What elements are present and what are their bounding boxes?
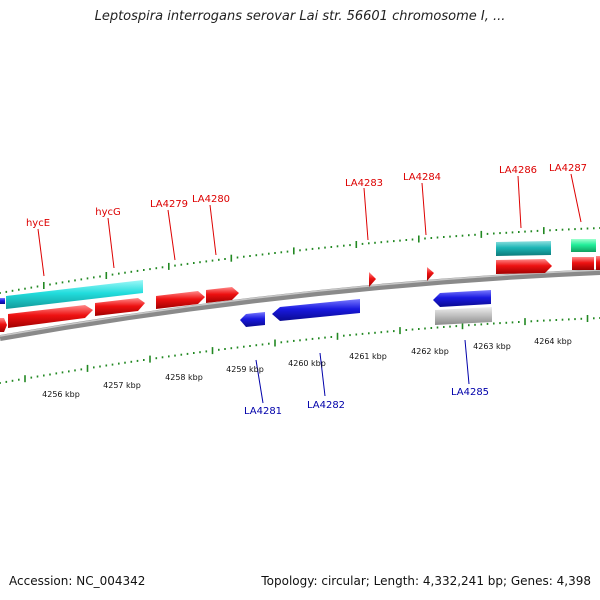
chromosome-backbone — [0, 269, 600, 341]
scale-label: 4261 kbp — [349, 352, 387, 361]
feature-LA4285-cds[interactable] — [433, 290, 491, 307]
scale-label: 4263 kbp — [473, 342, 511, 351]
gene-label-hycE[interactable]: hycE — [26, 218, 50, 229]
feature-LA4285-other[interactable] — [435, 307, 492, 325]
accession-text: Accession: NC_004342 — [9, 574, 146, 588]
feature-left-blue-fragment[interactable] — [0, 298, 5, 304]
feature-left-red-fragment[interactable] — [0, 318, 7, 332]
forward-features — [0, 239, 600, 332]
gene-label-hycG[interactable]: hycG — [95, 207, 121, 218]
gene-label-LA4282[interactable]: LA4282 — [307, 400, 345, 411]
feature-LA4286-cds[interactable] — [496, 259, 552, 274]
reverse-leader-lines — [255, 339, 470, 404]
feature-LA4280-cds[interactable] — [206, 287, 239, 303]
scale-label: 4258 kbp — [165, 373, 203, 382]
gene-label-LA4280[interactable]: LA4280 — [192, 194, 230, 205]
feature-hycE-rna[interactable] — [6, 280, 143, 309]
forward-leader-lines — [37, 173, 582, 277]
feature-LA4282-cds[interactable] — [272, 299, 360, 321]
gene-label-LA4287[interactable]: LA4287 — [549, 163, 587, 174]
gene-label-LA4283[interactable]: LA4283 — [345, 178, 383, 189]
scale-labels: 4256 kbp 4257 kbp 4258 kbp 4259 kbp 4260… — [42, 337, 572, 399]
forward-gene-labels: hycE hycG LA4279 LA4280 LA4283 LA4284 LA… — [26, 163, 587, 229]
feature-right-red-fragment[interactable] — [596, 256, 600, 270]
map-title: Leptospira interrogans serovar Lai str. … — [94, 9, 506, 24]
reverse-features — [240, 290, 492, 327]
gene-label-LA4279[interactable]: LA4279 — [150, 199, 188, 210]
feature-LA4281-cds[interactable] — [240, 312, 265, 327]
topology-summary: Topology: circular; Length: 4,332,241 bp… — [261, 574, 591, 588]
feature-hycG-cds[interactable] — [95, 298, 145, 316]
scale-label: 4264 kbp — [534, 337, 572, 346]
feature-LA4286-rna[interactable] — [496, 241, 551, 256]
gene-label-LA4281[interactable]: LA4281 — [244, 406, 282, 417]
scale-label: 4259 kbp — [226, 365, 264, 374]
outer-tick-track — [0, 227, 600, 294]
gene-label-LA4285[interactable]: LA4285 — [451, 387, 489, 398]
scale-label: 4257 kbp — [103, 381, 141, 390]
reverse-gene-labels: LA4281 LA4282 LA4285 — [244, 387, 489, 417]
feature-LA4287-misc[interactable] — [571, 239, 596, 252]
feature-hycE-cds[interactable] — [8, 305, 93, 328]
scale-label: 4260 kbp — [288, 359, 326, 368]
feature-LA4284-cds[interactable] — [427, 267, 434, 281]
feature-LA4287-cds[interactable] — [572, 257, 594, 270]
feature-LA4279-cds[interactable] — [156, 291, 205, 309]
scale-label: 4256 kbp — [42, 390, 80, 399]
gene-label-LA4284[interactable]: LA4284 — [403, 172, 441, 183]
feature-LA4283-cds[interactable] — [369, 272, 376, 287]
gene-label-LA4286[interactable]: LA4286 — [499, 165, 537, 176]
scale-label: 4262 kbp — [411, 347, 449, 356]
